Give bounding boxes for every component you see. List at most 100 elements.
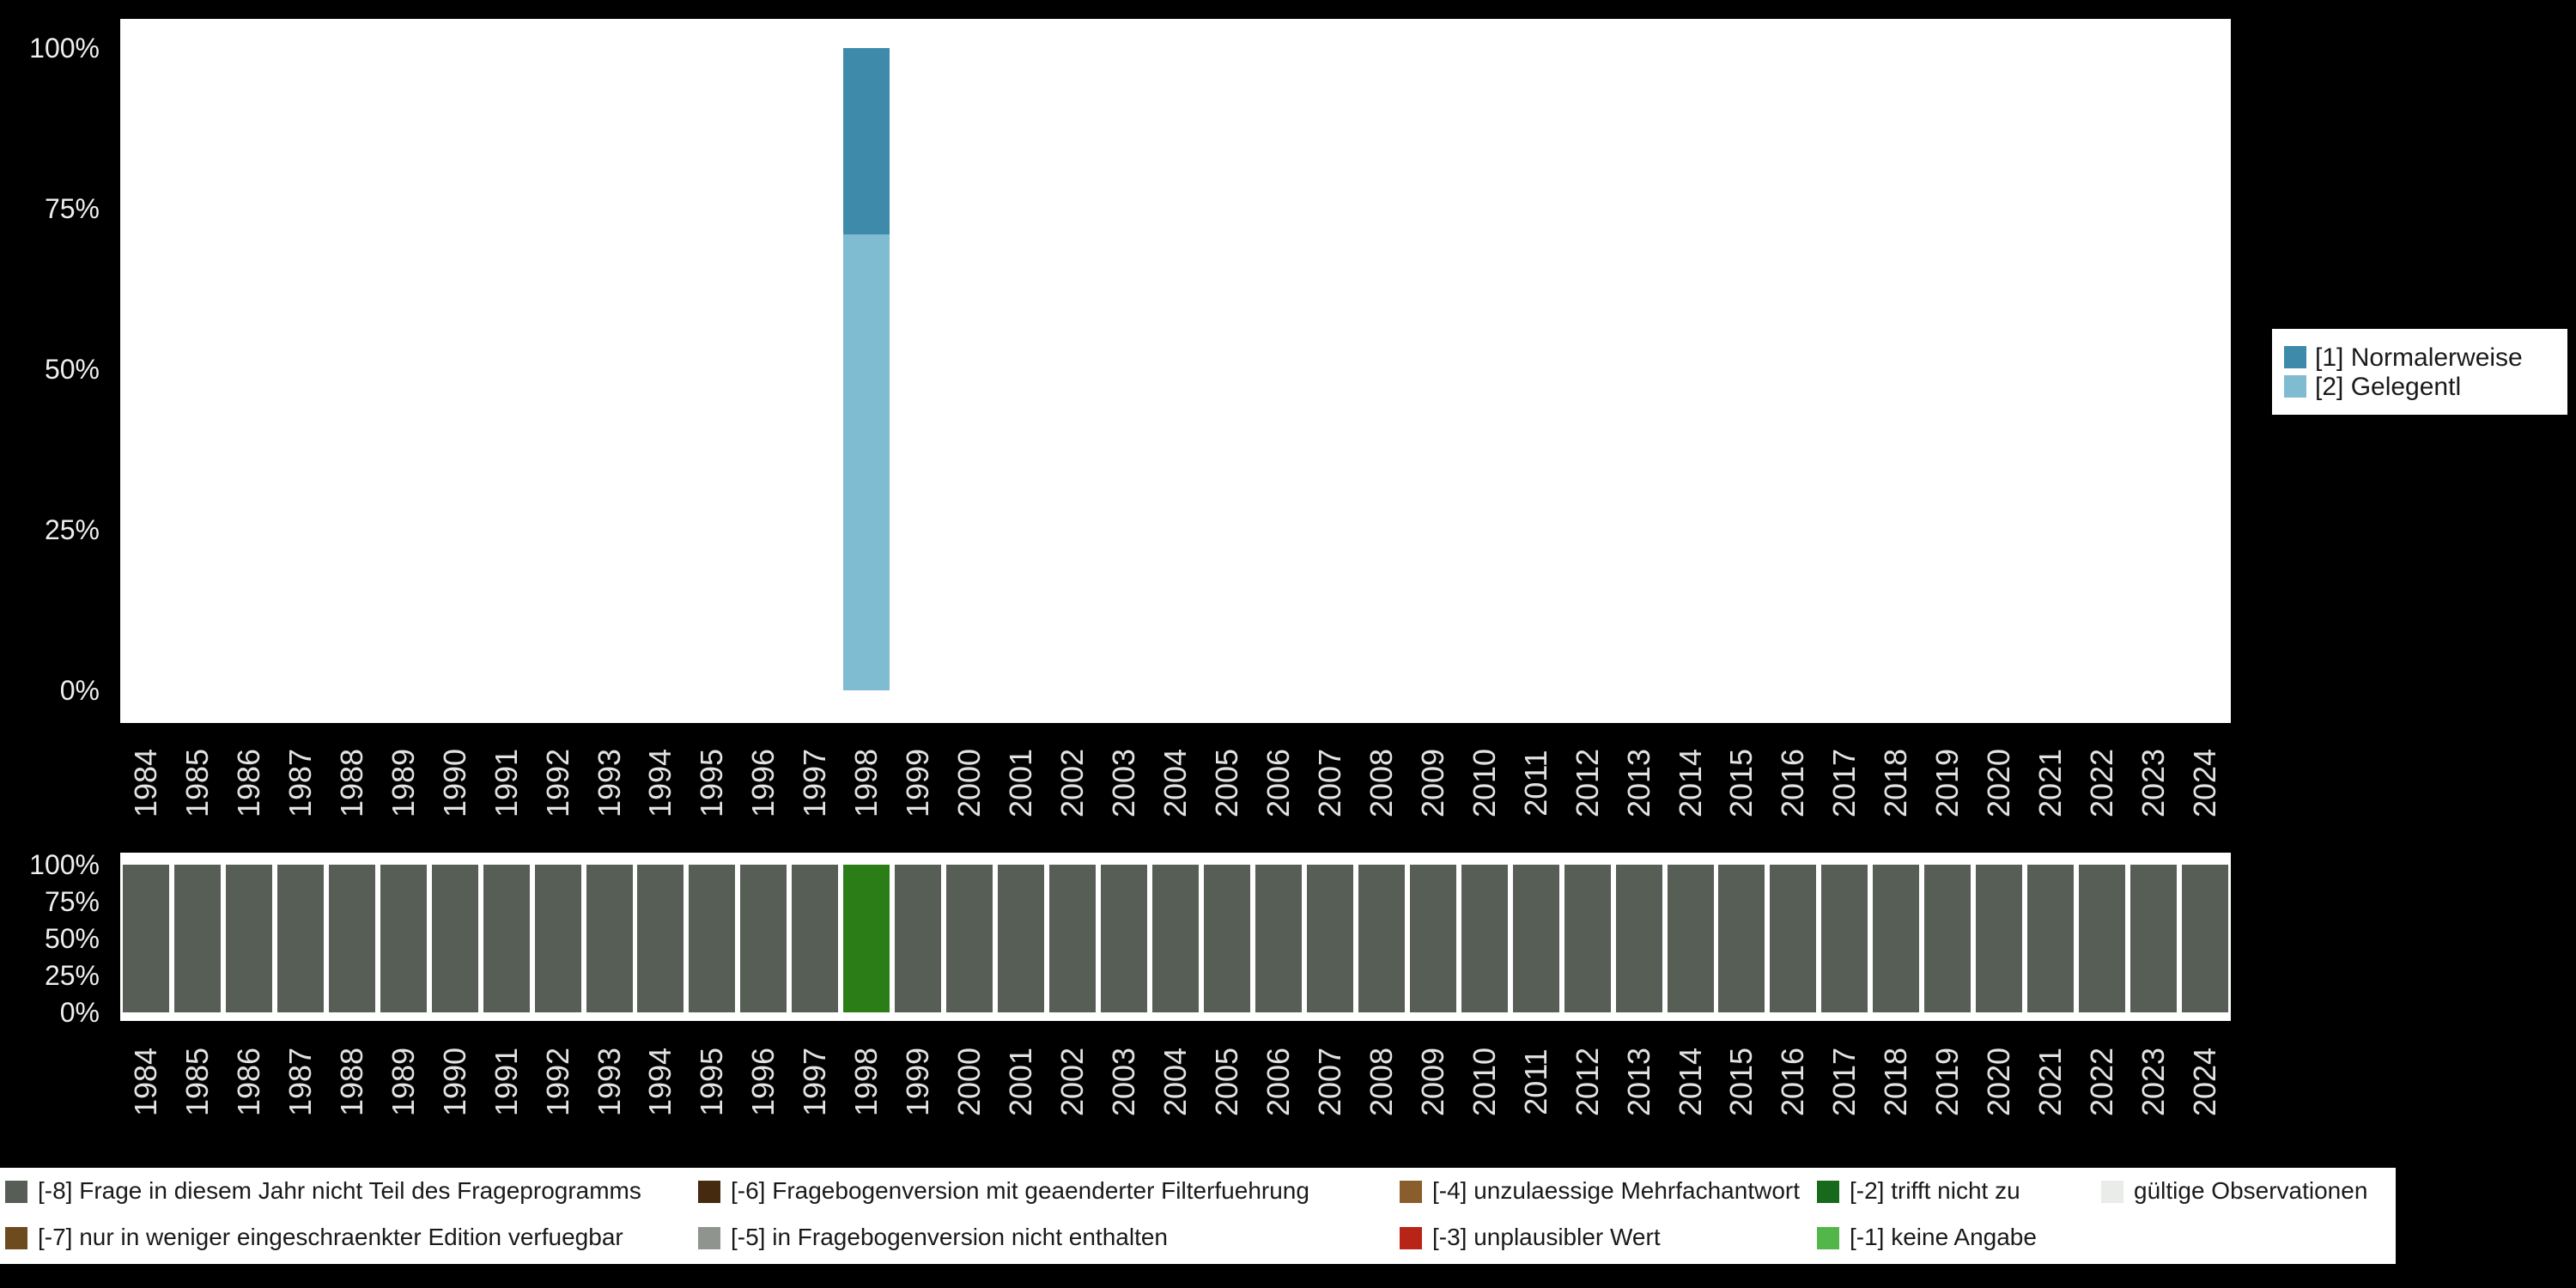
ytick-25pct: 25% <box>44 960 100 991</box>
year-label-2007: 2007 <box>1311 748 1347 818</box>
missing-bar-2020 <box>1976 865 2023 1012</box>
year-label-1986: 1986 <box>230 1047 266 1117</box>
ytick-25pct: 25% <box>44 514 100 545</box>
year-label-2024: 2024 <box>2187 1047 2223 1117</box>
year-label-1984: 1984 <box>127 748 163 818</box>
year-label-1993: 1993 <box>591 1047 627 1117</box>
missing-codes-legend: [-8] Frage in diesem Jahr nicht Teil des… <box>0 1168 2396 1264</box>
missing-legend-item: [-3] unplausibler Wert <box>1400 1222 1661 1254</box>
legend-swatch-icon <box>2284 375 2306 398</box>
year-label-1996: 1996 <box>745 1047 781 1117</box>
legend-swatch-icon <box>5 1226 27 1249</box>
year-label-1998: 1998 <box>848 748 884 818</box>
missing-bar-1999 <box>895 865 942 1012</box>
missing-legend-item: [-7] nur in weniger eingeschraenkter Edi… <box>5 1222 623 1254</box>
year-label-2021: 2021 <box>2032 1047 2069 1117</box>
year-label-2000: 2000 <box>951 748 987 818</box>
missing-legend-item: [-6] Fragebogenversion mit geaenderter F… <box>698 1176 1309 1207</box>
missing-bar-2013 <box>1615 865 1662 1012</box>
missing-legend-item: gültige Observationen <box>2101 1176 2367 1207</box>
year-label-1994: 1994 <box>642 1047 678 1117</box>
top-chart-plot <box>120 19 2231 723</box>
year-label-1988: 1988 <box>333 748 369 818</box>
year-label-1989: 1989 <box>385 748 421 818</box>
year-label-2013: 2013 <box>1620 748 1656 818</box>
legend-item: [1] Normalerweise <box>2284 343 2567 372</box>
legend-swatch-icon <box>2101 1180 2123 1203</box>
year-label-1993: 1993 <box>591 748 627 818</box>
year-label-2003: 2003 <box>1106 748 1142 818</box>
year-label-2014: 2014 <box>1672 1047 1708 1117</box>
year-label-2018: 2018 <box>1878 1047 1914 1117</box>
missing-bar-1992 <box>534 865 581 1012</box>
year-label-2008: 2008 <box>1363 748 1399 818</box>
missing-bar-2021 <box>2027 865 2075 1012</box>
year-label-2013: 2013 <box>1620 1047 1656 1117</box>
missing-bar-2015 <box>1718 865 1765 1012</box>
missing-bar-2007 <box>1306 865 1353 1012</box>
year-label-2010: 2010 <box>1466 748 1502 818</box>
legend-label: [-8] Frage in diesem Jahr nicht Teil des… <box>38 1177 641 1205</box>
year-label-1989: 1989 <box>385 1047 421 1117</box>
missing-bar-1991 <box>483 865 530 1012</box>
year-label-2019: 2019 <box>1929 1047 1965 1117</box>
year-label-2003: 2003 <box>1106 1047 1142 1117</box>
legend-swatch-icon <box>698 1180 720 1203</box>
top-chart-y-axis: 100% 75% 50% 25% 0% <box>0 19 110 723</box>
missing-bar-2010 <box>1461 865 1508 1012</box>
missing-bar-2017 <box>1821 865 1868 1012</box>
year-label-2002: 2002 <box>1054 1047 1091 1117</box>
missing-bar-2000 <box>946 865 993 1012</box>
year-label-2011: 2011 <box>1517 750 1553 817</box>
ytick-75pct: 75% <box>44 193 100 224</box>
missing-bar-1995 <box>689 865 736 1012</box>
missing-bar-1987 <box>276 865 324 1012</box>
year-label-2001: 2001 <box>1003 1047 1039 1117</box>
year-label-2002: 2002 <box>1054 748 1091 818</box>
bottom-chart-plot <box>120 853 2231 1021</box>
missing-bar-2018 <box>1873 865 1920 1012</box>
year-label-1991: 1991 <box>488 748 524 818</box>
missing-bar-1990 <box>431 865 478 1012</box>
ytick-100pct: 100% <box>29 33 100 64</box>
missing-bar-1989 <box>380 865 427 1012</box>
year-label-2006: 2006 <box>1260 748 1296 818</box>
missing-legend-item: [-8] Frage in diesem Jahr nicht Teil des… <box>5 1176 641 1207</box>
year-label-1995: 1995 <box>694 1047 730 1117</box>
legend-item: [2] Gelegentl <box>2284 372 2567 401</box>
year-label-2018: 2018 <box>1878 748 1914 818</box>
legend-label: [-3] unplausibler Wert <box>1432 1224 1661 1251</box>
legend-swatch-icon <box>1817 1180 1839 1203</box>
legend-label: [-6] Fragebogenversion mit geaenderter F… <box>731 1177 1309 1205</box>
missing-bar-2002 <box>1049 865 1097 1012</box>
year-label-1994: 1994 <box>642 748 678 818</box>
year-label-2012: 2012 <box>1569 1047 1605 1117</box>
year-label-2019: 2019 <box>1929 748 1965 818</box>
year-label-2011: 2011 <box>1517 1048 1553 1115</box>
missing-bar-2023 <box>2130 865 2178 1012</box>
ytick-0pct: 0% <box>59 997 100 1028</box>
year-label-2008: 2008 <box>1363 1047 1399 1117</box>
year-label-2009: 2009 <box>1414 748 1450 818</box>
year-label-2005: 2005 <box>1208 748 1244 818</box>
year-label-2022: 2022 <box>2084 748 2120 818</box>
year-label-2023: 2023 <box>2136 748 2172 818</box>
bottom-chart-y-axis: 100% 75% 50% 25% 0% <box>0 851 110 1026</box>
missing-bar-1984 <box>122 865 169 1012</box>
top-chart-legend: [1] Normalerweise [2] Gelegentl <box>2272 329 2567 415</box>
year-label-2015: 2015 <box>1723 748 1759 818</box>
missing-bar-2004 <box>1152 865 1199 1012</box>
year-label-2020: 2020 <box>1981 1047 2017 1117</box>
year-label-2010: 2010 <box>1466 1047 1502 1117</box>
year-label-2023: 2023 <box>2136 1047 2172 1117</box>
year-label-2006: 2006 <box>1260 1047 1296 1117</box>
year-label-1991: 1991 <box>488 1047 524 1117</box>
year-label-1996: 1996 <box>745 748 781 818</box>
year-label-2005: 2005 <box>1208 1047 1244 1117</box>
year-label-1986: 1986 <box>230 748 266 818</box>
year-label-1990: 1990 <box>436 1047 472 1117</box>
legend-label: [1] Normalerweise <box>2315 343 2523 372</box>
year-label-1985: 1985 <box>179 1047 215 1117</box>
year-label-1987: 1987 <box>282 748 318 818</box>
year-label-1999: 1999 <box>900 1047 936 1117</box>
